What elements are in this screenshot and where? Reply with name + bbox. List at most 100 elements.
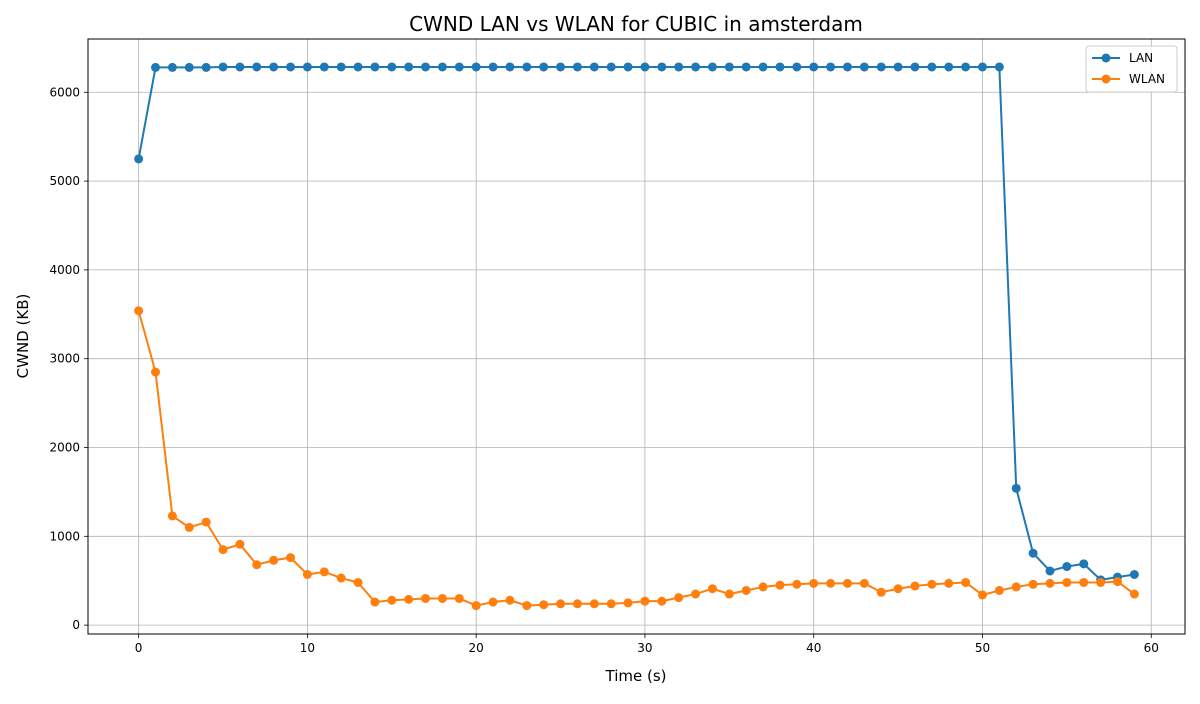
data-point-lan [691, 62, 701, 72]
legend: LAN WLAN [1085, 45, 1178, 93]
data-point-wlan [809, 578, 819, 588]
data-point-wlan [842, 578, 852, 588]
data-point-wlan [674, 593, 684, 603]
data-point-lan [640, 62, 650, 72]
legend-label-lan: LAN [1129, 51, 1153, 65]
data-point-wlan [421, 593, 431, 603]
data-point-lan [589, 62, 599, 72]
y-tick-label: 4000 [49, 263, 80, 277]
data-point-lan [707, 62, 717, 72]
data-point-wlan [792, 579, 802, 589]
data-point-wlan [404, 594, 414, 604]
x-tick-label: 20 [469, 641, 484, 655]
y-axis-label: CWND (KB) [14, 294, 32, 379]
series-layer [134, 62, 1139, 611]
data-point-wlan [235, 539, 245, 549]
data-point-wlan [640, 596, 650, 606]
data-point-wlan [961, 577, 971, 587]
data-point-lan [505, 62, 515, 72]
data-point-lan [269, 62, 279, 72]
data-point-lan [657, 62, 667, 72]
data-point-lan [134, 154, 144, 164]
data-point-wlan [1079, 577, 1089, 587]
series-wlan [134, 306, 1139, 611]
data-point-lan [1028, 548, 1038, 558]
data-point-lan [674, 62, 684, 72]
data-point-lan [1045, 566, 1055, 576]
data-point-wlan [353, 577, 363, 587]
data-point-wlan [876, 587, 886, 597]
data-point-lan [809, 62, 819, 72]
data-point-lan [724, 62, 734, 72]
data-point-wlan [1011, 582, 1021, 592]
data-point-wlan [336, 573, 346, 583]
data-point-wlan [775, 580, 785, 590]
y-tick-label: 5000 [49, 174, 80, 188]
data-point-lan [977, 62, 987, 72]
data-point-wlan [505, 595, 515, 605]
data-point-wlan [167, 511, 177, 521]
data-point-wlan [302, 570, 312, 579]
data-point-wlan [488, 597, 498, 607]
data-point-wlan [1062, 577, 1072, 587]
data-point-lan [606, 62, 616, 72]
data-point-wlan [1045, 578, 1055, 588]
data-point-lan [859, 62, 869, 72]
data-point-lan [488, 62, 498, 72]
data-point-lan [151, 62, 161, 72]
data-point-wlan [1129, 589, 1139, 599]
data-point-wlan [691, 589, 701, 599]
x-tick-label: 50 [975, 641, 990, 655]
chart-title: CWND LAN vs WLAN for CUBIC in amsterdam [409, 12, 863, 36]
data-point-wlan [286, 553, 296, 563]
x-axis-label: Time (s) [605, 667, 667, 685]
data-point-wlan [454, 593, 464, 603]
data-point-wlan [437, 593, 447, 603]
data-point-wlan [218, 545, 228, 555]
data-point-wlan [522, 601, 532, 611]
data-point-wlan [741, 585, 751, 595]
data-point-lan [758, 62, 768, 72]
data-point-wlan [556, 599, 566, 609]
data-point-lan [1011, 483, 1021, 493]
data-point-wlan [859, 578, 869, 588]
data-point-lan [437, 62, 447, 72]
data-point-lan [539, 62, 549, 72]
data-point-lan [167, 62, 177, 72]
data-point-wlan [319, 567, 329, 577]
data-point-lan [893, 62, 903, 72]
data-point-wlan [1112, 577, 1122, 587]
data-point-lan [572, 62, 582, 72]
data-point-wlan [1096, 577, 1106, 587]
data-point-wlan [977, 590, 987, 600]
data-point-lan [1129, 570, 1139, 579]
data-point-wlan [606, 599, 616, 609]
data-point-wlan [252, 560, 262, 570]
data-point-wlan [269, 555, 279, 565]
x-tick-label: 0 [135, 641, 143, 655]
data-point-wlan [893, 584, 903, 594]
data-point-lan [471, 62, 481, 72]
data-point-wlan [589, 599, 599, 609]
legend-swatch-marker [1101, 74, 1111, 84]
data-point-lan [184, 62, 194, 72]
grid [88, 39, 1185, 634]
data-point-lan [286, 62, 296, 72]
data-point-wlan [184, 522, 194, 532]
data-point-lan [404, 62, 414, 72]
axis-ticks: 0 10 20 30 40 50 60 0 1000 2000 3000 4000 5000 6000 [49, 85, 1158, 655]
y-tick-label: 1000 [49, 529, 80, 543]
data-point-wlan [539, 600, 549, 610]
data-point-wlan [471, 601, 481, 611]
data-point-lan [842, 62, 852, 72]
data-point-wlan [151, 367, 161, 377]
legend-label-wlan: WLAN [1129, 72, 1165, 86]
x-tick-label: 60 [1144, 641, 1159, 655]
data-point-lan [775, 62, 785, 72]
data-point-wlan [944, 578, 954, 588]
data-point-lan [741, 62, 751, 72]
data-point-wlan [1028, 579, 1038, 589]
data-point-lan [556, 62, 566, 72]
data-point-wlan [826, 578, 836, 588]
